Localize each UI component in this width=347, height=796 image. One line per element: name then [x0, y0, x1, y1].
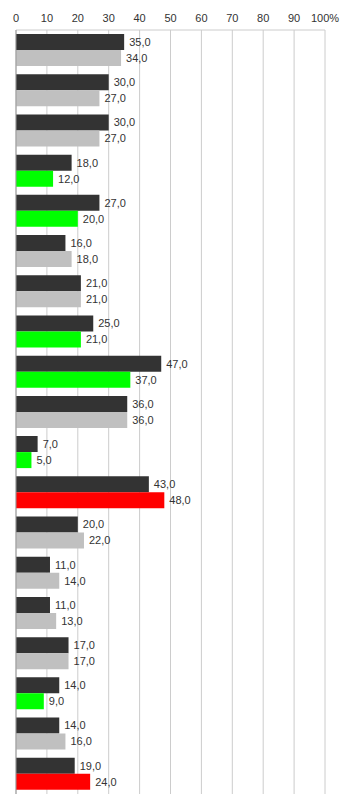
svg-text:10: 10: [41, 12, 53, 24]
svg-text:11,0: 11,0: [55, 559, 76, 571]
svg-text:14,0: 14,0: [64, 575, 85, 587]
svg-text:35,0: 35,0: [129, 36, 150, 48]
svg-text:14,0: 14,0: [64, 719, 85, 731]
svg-text:17,0: 17,0: [74, 655, 95, 667]
svg-text:30,0: 30,0: [114, 76, 135, 88]
svg-text:21,0: 21,0: [86, 293, 107, 305]
svg-text:36,0: 36,0: [132, 414, 153, 426]
svg-text:30,0: 30,0: [114, 116, 135, 128]
svg-text:30: 30: [103, 12, 115, 24]
svg-text:27,0: 27,0: [104, 197, 125, 209]
svg-text:21,0: 21,0: [86, 333, 107, 345]
svg-text:40: 40: [133, 12, 145, 24]
svg-text:20,0: 20,0: [83, 518, 104, 530]
svg-text:5,0: 5,0: [36, 454, 51, 466]
svg-text:7,0: 7,0: [43, 438, 58, 450]
svg-text:20: 20: [72, 12, 84, 24]
svg-text:18,0: 18,0: [77, 253, 98, 265]
svg-text:18,0: 18,0: [77, 157, 98, 169]
svg-text:13,0: 13,0: [61, 615, 82, 627]
svg-text:11,0: 11,0: [55, 599, 76, 611]
svg-text:43,0: 43,0: [154, 478, 175, 490]
svg-text:24,0: 24,0: [95, 776, 116, 788]
svg-text:36,0: 36,0: [132, 398, 153, 410]
svg-text:27,0: 27,0: [104, 132, 125, 144]
svg-text:37,0: 37,0: [135, 374, 156, 386]
svg-text:16,0: 16,0: [70, 735, 91, 747]
svg-text:100%: 100%: [311, 12, 339, 24]
svg-text:50: 50: [164, 12, 176, 24]
svg-text:48,0: 48,0: [169, 494, 190, 506]
svg-text:70: 70: [226, 12, 238, 24]
svg-text:80: 80: [257, 12, 269, 24]
svg-text:19,0: 19,0: [80, 760, 101, 772]
svg-text:27,0: 27,0: [104, 92, 125, 104]
svg-text:47,0: 47,0: [166, 358, 187, 370]
svg-text:16,0: 16,0: [70, 237, 91, 249]
svg-text:25,0: 25,0: [98, 317, 119, 329]
svg-text:90: 90: [288, 12, 300, 24]
svg-text:0: 0: [13, 12, 19, 24]
svg-text:14,0: 14,0: [64, 679, 85, 691]
svg-text:34,0: 34,0: [126, 52, 147, 64]
svg-text:12,0: 12,0: [58, 173, 79, 185]
svg-text:60: 60: [195, 12, 207, 24]
svg-text:17,0: 17,0: [74, 639, 95, 651]
svg-text:21,0: 21,0: [86, 277, 107, 289]
svg-text:22,0: 22,0: [89, 534, 110, 546]
svg-text:9,0: 9,0: [49, 695, 64, 707]
svg-text:20,0: 20,0: [83, 213, 104, 225]
